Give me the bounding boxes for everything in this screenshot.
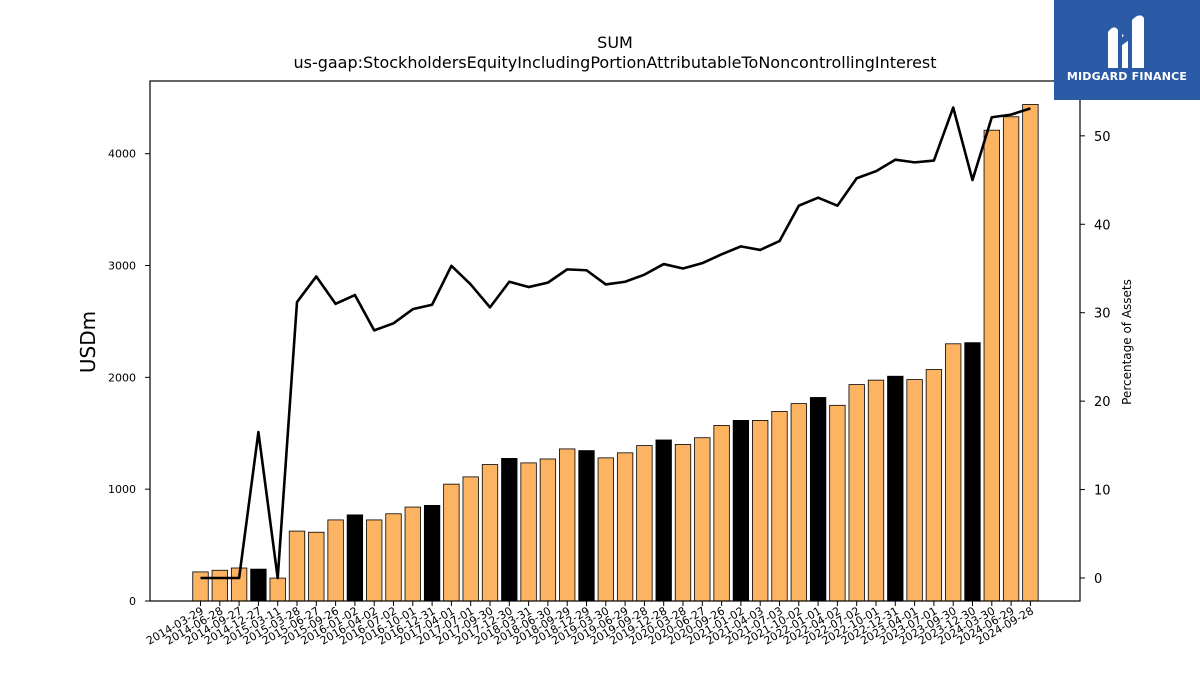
y-tick-label: 4000: [108, 148, 136, 161]
bar: [269, 577, 286, 602]
bar: [520, 462, 537, 602]
y-tick-label: 0: [129, 595, 136, 608]
y-tick-label: 3000: [108, 260, 136, 273]
bar: [771, 411, 788, 602]
bar: [616, 452, 634, 602]
bar: [1022, 104, 1039, 602]
bar: [327, 519, 344, 602]
bar: [848, 384, 865, 602]
bar: [867, 379, 885, 602]
y-tick-label: 2000: [108, 371, 136, 384]
bar: [308, 531, 325, 602]
bar: [829, 404, 846, 602]
logo-mark-icon: [1108, 15, 1144, 68]
bar: [983, 129, 1000, 602]
y2-tick-label: 10: [1094, 484, 1111, 499]
bar: [674, 444, 692, 602]
y2-tick-label: 50: [1094, 130, 1111, 145]
axes: 01000200030004000010203040502014-03-2920…: [108, 80, 1111, 648]
chart-title: SUM: [597, 33, 633, 52]
bar: [964, 342, 981, 602]
bar: [501, 458, 518, 602]
bar: [945, 343, 962, 602]
bar: [578, 450, 595, 602]
y2-tick-label: 0: [1094, 572, 1102, 587]
bar: [636, 445, 653, 602]
bar: [288, 530, 306, 602]
bar: [462, 476, 479, 602]
chart-subtitle: us-gaap:StockholdersEquityIncludingPorti…: [293, 53, 936, 72]
bar: [713, 425, 730, 602]
bar: [597, 457, 614, 602]
bar: [694, 437, 711, 602]
bar-series: [192, 104, 1039, 602]
bar: [404, 506, 421, 602]
bar: [906, 379, 923, 602]
bar: [559, 448, 576, 602]
bar: [752, 419, 769, 602]
percentage-line: [200, 106, 1031, 580]
y-axis-label: USDm: [76, 311, 100, 373]
bar: [385, 513, 402, 602]
y2-tick-label: 40: [1094, 218, 1111, 233]
bar: [1002, 116, 1020, 602]
bar: [732, 419, 750, 602]
bar: [655, 439, 672, 602]
plot-frame: [149, 80, 1081, 602]
brand-name: MIDGARD FINANCE: [1066, 70, 1188, 83]
bar: [481, 464, 499, 602]
bar: [443, 483, 460, 602]
bar: [211, 569, 228, 602]
bar: [346, 514, 364, 602]
bar: [925, 369, 943, 602]
bar: [790, 403, 807, 602]
bar: [809, 397, 827, 602]
y2-tick-label: 30: [1094, 307, 1111, 322]
bar: [192, 571, 209, 602]
bar: [539, 458, 557, 602]
bar: [887, 375, 904, 602]
y2-tick-label: 20: [1094, 395, 1111, 410]
bar: [423, 504, 441, 602]
bar: [250, 568, 267, 602]
bar: [366, 519, 383, 602]
line-series: [200, 106, 1031, 580]
y-tick-label: 1000: [108, 483, 136, 496]
y2-axis-label: Percentage of Assets: [1120, 279, 1134, 405]
brand-logo: MIDGARD FINANCE: [1054, 0, 1200, 100]
